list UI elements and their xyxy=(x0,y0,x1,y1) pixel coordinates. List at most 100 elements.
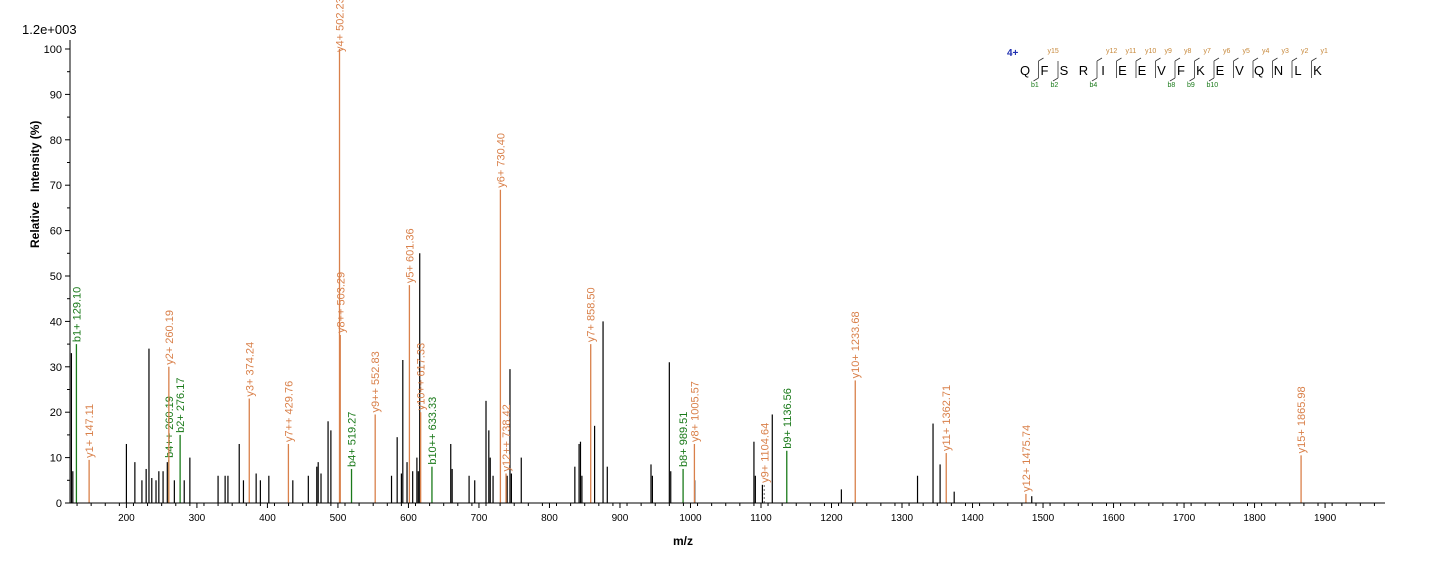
peak-label: b9+ 1136.56 xyxy=(782,388,794,449)
x-tick-label: 800 xyxy=(541,513,558,524)
peak-label: y7+ 858.50 xyxy=(586,287,598,342)
cleavage-bracket xyxy=(1189,57,1200,82)
y-ion-marker: y7 xyxy=(1203,48,1211,55)
peak-label: b4+ 519.27 xyxy=(347,412,359,467)
cleavage-bracket xyxy=(1052,61,1059,82)
sequence-residue: E xyxy=(1215,63,1225,78)
x-tick-label: 1900 xyxy=(1314,513,1337,524)
peak-label: b2+ 276.17 xyxy=(175,378,187,433)
x-tick-label: 1700 xyxy=(1173,513,1196,524)
peak-label: y9++ 552.83 xyxy=(370,351,382,412)
x-tick-label: 400 xyxy=(259,513,276,524)
x-tick-label: 1500 xyxy=(1032,513,1055,524)
x-tick-label: 1800 xyxy=(1243,513,1266,524)
cleavage-bracket xyxy=(1233,57,1239,78)
annotated-peaks-group: b1+ 129.10 y1+ 147.11 b4++ 260.19 y2+ 260.1… xyxy=(71,0,1308,503)
cleavage-brackets xyxy=(1033,57,1317,82)
y-tick-label: 80 xyxy=(50,135,62,147)
peak-label: y12+ 1475.74 xyxy=(1021,425,1033,492)
x-tick-label: 1400 xyxy=(961,513,984,524)
x-axis-title: m/z xyxy=(673,534,694,548)
b-ion-marker: b9 xyxy=(1187,82,1195,89)
y-ion-marker: y2 xyxy=(1301,48,1309,55)
sequence-residue: V xyxy=(1235,63,1244,78)
y-tick-label: 90 xyxy=(50,89,62,101)
peak-label: b8+ 989.51 xyxy=(678,412,690,467)
axis-ticks-group: 200 300 400 500 600 700 800 900 1000 1100 1200 1300… xyxy=(44,44,1375,524)
sequence-residue: L xyxy=(1294,63,1302,78)
sequence-residue: K xyxy=(1196,63,1205,78)
peak-label: y12++ 738.42 xyxy=(501,404,513,471)
peak-label: y4+ 502.23 xyxy=(335,0,347,52)
peak-label: y5+ 601.36 xyxy=(404,228,416,283)
peak-label: y6+ 730.40 xyxy=(495,133,507,188)
x-tick-label: 1000 xyxy=(679,513,702,524)
peak-label: y9+ 1104.64 xyxy=(759,423,771,483)
sequence-residue: Q xyxy=(1019,63,1031,78)
sequence-residue: E xyxy=(1118,63,1127,78)
cleavage-bracket xyxy=(1311,57,1317,78)
peak-label: y8+ 1005.57 xyxy=(689,381,701,442)
peak-label: b4++ 260.19 xyxy=(164,396,176,458)
cleavage-bracket xyxy=(1155,57,1161,78)
y-ion-marker: y12 xyxy=(1106,48,1118,55)
x-tick-label: 900 xyxy=(612,513,629,524)
x-tick-label: 300 xyxy=(189,513,206,524)
y-ion-marker: y10 xyxy=(1145,48,1157,55)
b-ion-marker: b2 xyxy=(1050,82,1059,89)
y-tick-label: 0 xyxy=(56,498,62,510)
y-ion-marker: y11 xyxy=(1125,48,1137,55)
unannotated-peaks-group xyxy=(70,253,1033,503)
peak-label: y10+ 1233.68 xyxy=(850,311,862,378)
cleavage-bracket xyxy=(1091,57,1103,82)
y-ion-marker: y4 xyxy=(1262,48,1270,55)
sequence-residue: N xyxy=(1273,63,1284,78)
cleavage-bracket xyxy=(1033,57,1044,82)
sequence-residue: S xyxy=(1059,63,1069,78)
sequence-residue: Q xyxy=(1253,63,1265,78)
y-axis-title: Relative Intensity (%) xyxy=(28,120,42,248)
y-tick-label: 30 xyxy=(50,362,62,374)
peak-label: y2+ 260.19 xyxy=(164,310,176,365)
y-ion-marker: y1 xyxy=(1320,48,1328,55)
peak-label: y15+ 1865.98 xyxy=(1296,386,1308,453)
x-tick-label: 600 xyxy=(400,513,417,524)
cleavage-bracket xyxy=(1252,57,1259,78)
x-tick-label: 1200 xyxy=(820,513,843,524)
peak-label: b1+ 129.10 xyxy=(71,287,83,342)
x-tick-label: 1300 xyxy=(891,513,914,524)
y-ion-marker: y5 xyxy=(1242,48,1250,55)
cleavage-bracket xyxy=(1135,57,1142,78)
peak-label: y10++ 617.33 xyxy=(416,343,428,410)
peak-label: y3+ 374.24 xyxy=(244,342,256,397)
b-ion-marker: b8 xyxy=(1167,82,1176,89)
cleavage-bracket xyxy=(1169,57,1181,82)
precursor-charge: 4+ xyxy=(1007,48,1019,59)
sequence-residue: K xyxy=(1313,63,1322,78)
cleavage-bracket xyxy=(1116,57,1122,78)
y-ion-marker: y9 xyxy=(1164,48,1172,55)
y-tick-label: 100 xyxy=(44,44,62,56)
y-tick-label: 50 xyxy=(50,271,62,283)
cleavage-bracket xyxy=(1291,57,1298,78)
peak-label: b10++ 633.33 xyxy=(427,397,439,465)
y-ion-marker: y6 xyxy=(1223,48,1231,55)
sequence-residue: R xyxy=(1078,63,1089,78)
cleavage-bracket xyxy=(1272,57,1278,78)
sequence-residue: V xyxy=(1157,63,1166,78)
x-tick-label: 700 xyxy=(471,513,488,524)
y-tick-label: 40 xyxy=(50,316,62,328)
peak-label: y11+ 1362.71 xyxy=(941,385,953,451)
sequence-residue: E xyxy=(1137,63,1147,78)
x-tick-label: 500 xyxy=(330,513,347,524)
y-tick-label: 60 xyxy=(50,226,62,238)
b-ion-marker: b1 xyxy=(1031,82,1039,89)
intensity-scale-label: 1.2e+003 xyxy=(22,22,77,37)
cleavage-bracket xyxy=(1208,57,1220,82)
x-tick-label: 200 xyxy=(118,513,135,524)
y-tick-label: 20 xyxy=(50,407,62,419)
y-tick-label: 10 xyxy=(50,453,62,465)
y-ion-marker: y3 xyxy=(1281,48,1289,55)
